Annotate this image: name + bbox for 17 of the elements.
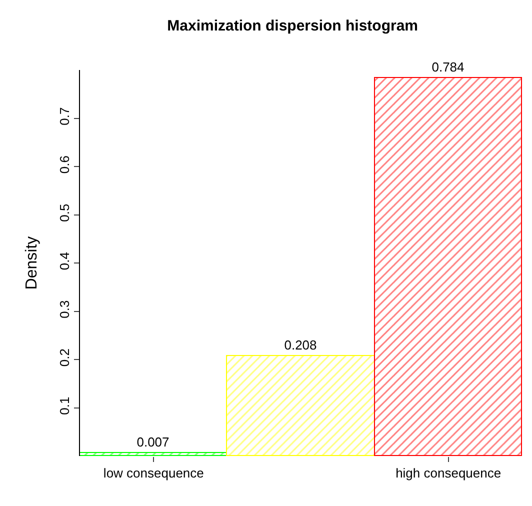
bar (374, 77, 522, 456)
y-tick-label: 0.3 (56, 300, 72, 318)
y-tick-label: 0.4 (56, 252, 72, 270)
y-tick-label: 0.1 (56, 396, 72, 415)
y-tick-label: 0.2 (56, 348, 72, 367)
y-tick-label: 0.6 (56, 156, 72, 174)
x-tick-label: low consequence (103, 466, 204, 481)
data-label: 0.784 (432, 60, 464, 74)
chart-title: Maximization dispersion histogram (167, 18, 418, 35)
y-axis-title: Density (24, 236, 41, 290)
bar (226, 355, 375, 456)
data-label: 0.208 (284, 338, 317, 352)
y-tick-label: 0.7 (56, 107, 72, 126)
y-tick-label: 0.5 (56, 204, 72, 222)
x-tick-label: high consequence (396, 466, 502, 481)
bar (80, 452, 227, 456)
data-label: 0.007 (136, 434, 170, 450)
